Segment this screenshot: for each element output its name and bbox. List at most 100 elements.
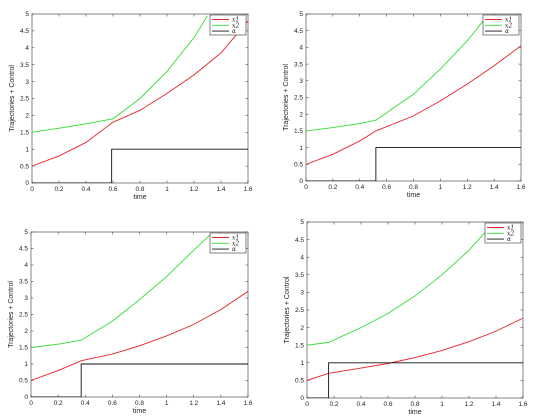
x-tick-label: 1.2 xyxy=(189,186,198,193)
y-tick-label: 4.5 xyxy=(19,246,28,253)
y-tick-label: 3.5 xyxy=(19,279,28,286)
x-tick-label: 0.2 xyxy=(54,186,63,193)
x-tick-label: 0.4 xyxy=(355,184,364,191)
legend-label: α xyxy=(232,28,236,35)
y-tick-label: 1.5 xyxy=(20,130,29,137)
x-tick-label: 0.6 xyxy=(108,400,117,407)
x-tick-label: 0.2 xyxy=(54,400,63,407)
x-tick-label: 0 xyxy=(30,186,34,193)
x-tick-label: 1.6 xyxy=(516,184,525,191)
chart-svg: 0 0.2 0.4 0.6 0.8 1 1.2 1.4 1.6 0 0.5 1 1.5 2 2.5 3 3.5 4… xyxy=(8,229,253,415)
series-line-alpha xyxy=(31,363,248,397)
y-tick-label: 5 xyxy=(25,11,29,18)
y-tick-label: 0.5 xyxy=(295,378,304,385)
legend-label: x2 xyxy=(232,22,239,29)
series-line-x1 xyxy=(32,20,248,167)
x-tick-label: 1 xyxy=(165,400,169,407)
y-tick-label: 2 xyxy=(25,113,29,120)
legend-label: x2 xyxy=(507,230,514,237)
chart-panel-bottom-right: 0 0.2 0.4 0.6 0.8 1 1.2 1.4 1.6 0 0.5 1 1.5 2 2.5 3 3.5 4… xyxy=(275,210,550,420)
x-tick-label: 0.8 xyxy=(410,401,419,408)
chart-panel-top-left: 0 0.2 0.4 0.6 0.8 1 1.2 1.4 1.6 0 0.5 1 1.5 2 2.5 3 3.5 4… xyxy=(0,0,275,210)
series-line-alpha xyxy=(306,147,521,181)
y-tick-label: 3.5 xyxy=(294,61,303,68)
x-tick-label: 0.6 xyxy=(382,184,391,191)
y-tick-label: 4.5 xyxy=(294,28,303,35)
series-line-x2 xyxy=(32,15,208,133)
y-tick-label: 5 xyxy=(299,11,303,18)
legend-label: x1 xyxy=(507,225,514,232)
y-tick-label: 1.5 xyxy=(294,128,303,135)
y-tick-label: 4.5 xyxy=(295,237,304,244)
y-tick-label: 2 xyxy=(299,111,303,118)
y-tick-label: 3.5 xyxy=(295,272,304,279)
y-tick-label: 0 xyxy=(24,394,28,401)
series-line-x2 xyxy=(31,233,212,348)
series-line-alpha xyxy=(307,362,523,398)
x-tick-label: 1.2 xyxy=(464,401,473,408)
x-tick-label: 0 xyxy=(29,400,33,407)
x-tick-label: 0.6 xyxy=(108,186,117,193)
x-tick-label: 0.2 xyxy=(329,401,338,408)
chart-panel-bottom-left: 0 0.2 0.4 0.6 0.8 1 1.2 1.4 1.6 0 0.5 1 1.5 2 2.5 3 3.5 4… xyxy=(0,210,275,420)
y-tick-label: 2 xyxy=(300,325,304,332)
y-axis-label: Trajectories + Control xyxy=(284,276,291,343)
y-tick-label: 5 xyxy=(300,219,304,226)
y-axis-label: Trajectories + Control xyxy=(8,281,15,348)
y-tick-label: 4 xyxy=(300,254,304,261)
x-tick-label: 0.2 xyxy=(328,184,337,191)
series-line-x1 xyxy=(31,291,248,381)
y-tick-label: 0 xyxy=(299,178,303,185)
legend-label: x1 xyxy=(505,17,512,24)
x-tick-label: 0.4 xyxy=(81,186,90,193)
x-tick-label: 0.6 xyxy=(383,401,392,408)
x-tick-label: 1.2 xyxy=(189,400,198,407)
y-tick-label: 3 xyxy=(300,290,304,297)
y-tick-label: 1 xyxy=(299,145,303,152)
x-tick-label: 1.4 xyxy=(216,400,225,407)
y-tick-label: 1.5 xyxy=(295,342,304,349)
legend-label: x1 xyxy=(232,17,239,24)
y-axis-label: Trajectories + Control xyxy=(9,65,16,132)
y-tick-label: 2.5 xyxy=(295,307,304,314)
legend-label: x2 xyxy=(505,22,512,29)
y-tick-label: 0.5 xyxy=(20,163,29,170)
y-tick-label: 3.5 xyxy=(20,62,29,69)
x-tick-label: 1.6 xyxy=(243,186,252,193)
legend-label: α xyxy=(507,236,511,243)
legend-label: α xyxy=(232,246,236,253)
x-axis-label: time xyxy=(133,194,146,201)
y-tick-label: 4 xyxy=(24,262,28,269)
x-tick-label: 0 xyxy=(304,184,308,191)
legend-label: x2 xyxy=(232,240,239,247)
series-line-x2 xyxy=(307,230,487,346)
y-tick-label: 0.5 xyxy=(294,162,303,169)
series-line-x1 xyxy=(306,45,521,165)
x-tick-label: 1.6 xyxy=(518,401,527,408)
x-tick-label: 1.2 xyxy=(463,184,472,191)
y-tick-label: 2.5 xyxy=(19,312,28,319)
series-line-alpha xyxy=(32,148,248,183)
y-tick-label: 3 xyxy=(25,79,29,86)
x-tick-label: 1 xyxy=(165,186,169,193)
x-axis-label: time xyxy=(408,409,421,416)
x-tick-label: 0.8 xyxy=(409,184,418,191)
chart-svg: 0 0.2 0.4 0.6 0.8 1 1.2 1.4 1.6 0 0.5 1 1.5 2 2.5 3 3.5 4… xyxy=(9,11,253,201)
x-tick-label: 0 xyxy=(305,401,309,408)
x-axis-label: time xyxy=(407,192,420,199)
x-axis-label: time xyxy=(133,408,146,415)
y-tick-label: 3 xyxy=(299,78,303,85)
x-tick-label: 0.4 xyxy=(81,400,90,407)
y-tick-label: 0 xyxy=(300,395,304,402)
y-tick-label: 2 xyxy=(24,328,28,335)
y-tick-label: 4 xyxy=(299,45,303,52)
legend-label: x1 xyxy=(232,235,239,242)
y-tick-label: 1 xyxy=(24,361,28,368)
x-tick-label: 1.6 xyxy=(243,400,252,407)
legend-label: α xyxy=(505,28,509,35)
y-tick-label: 2.5 xyxy=(294,95,303,102)
y-tick-label: 4.5 xyxy=(20,28,29,35)
y-axis-label: Trajectories + Control xyxy=(283,64,290,131)
y-tick-label: 1.5 xyxy=(19,345,28,352)
x-tick-label: 0.8 xyxy=(135,400,144,407)
